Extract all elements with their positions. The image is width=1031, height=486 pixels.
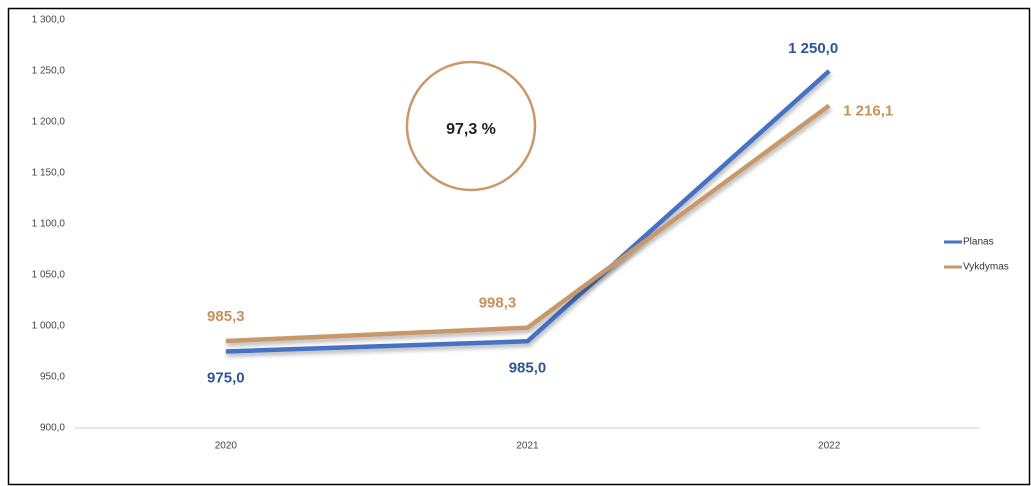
y-tick-label: 1 200,0 [32,117,66,128]
y-tick-label: 1 150,0 [32,168,66,179]
x-tick-label: 2022 [818,441,841,452]
annotation-circle [405,60,537,192]
data-label: 998,3 [479,295,517,312]
x-tick-label: 2021 [516,441,539,452]
series-line [225,103,831,344]
data-label: 985,3 [207,308,245,325]
y-tick-label: 1 300,0 [32,15,66,26]
y-tick-label: 900,0 [40,423,65,434]
frame [7,7,1031,486]
y-tick-label: 1 100,0 [32,219,66,230]
series-line [225,69,831,354]
y-tick-label: 950,0 [40,372,65,383]
legend-label: Vykdymas [963,262,1009,273]
x-tick-label: 2020 [215,441,238,452]
data-label: 1 216,1 [843,103,893,120]
data-label: 1 250,0 [788,40,838,57]
data-label: 985,0 [509,359,547,376]
y-tick-label: 1 000,0 [32,321,66,332]
data-label: 975,0 [207,369,245,386]
y-tick-label: 1 050,0 [32,270,66,281]
y-tick-label: 1 250,0 [32,66,66,77]
annotation: 97,3 % [446,121,496,138]
legend-label: Planas [963,237,994,248]
